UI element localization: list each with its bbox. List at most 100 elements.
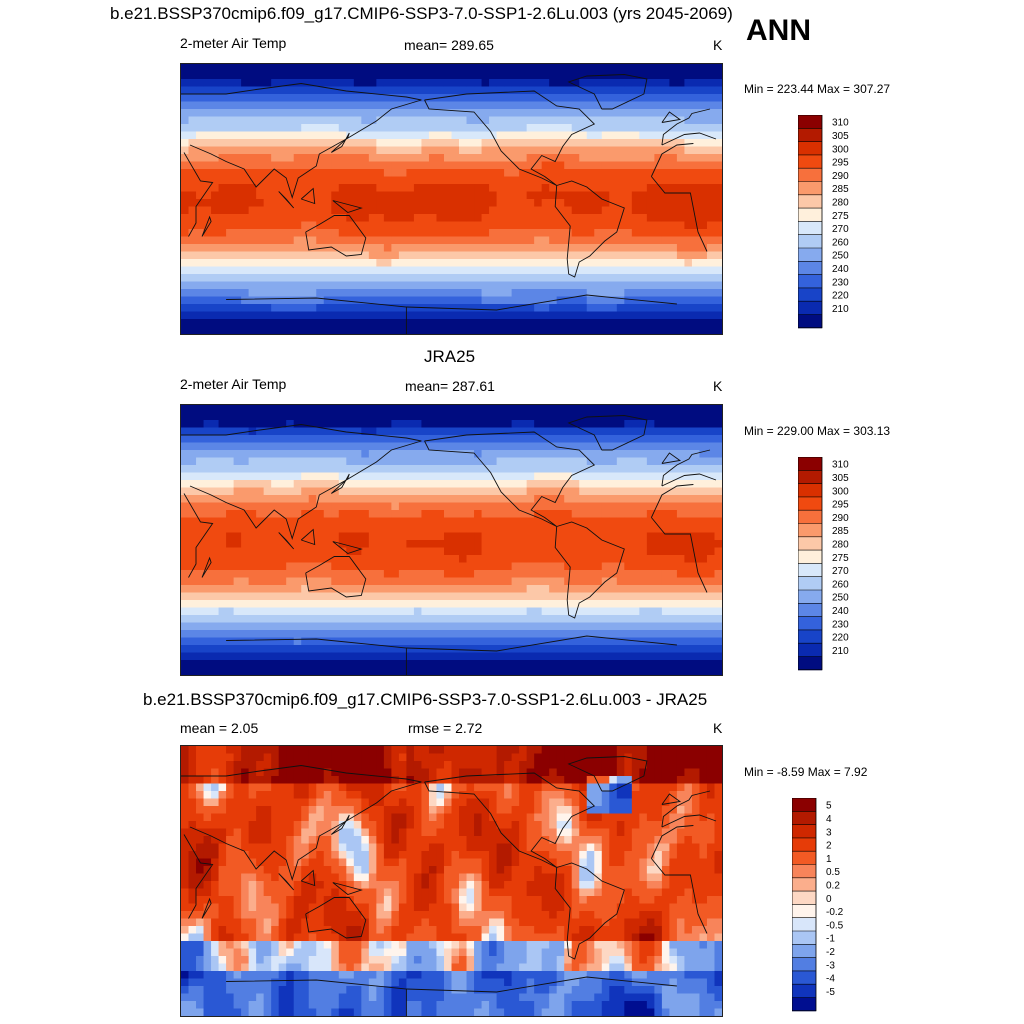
map-cell (676, 154, 686, 163)
map-cell (466, 266, 475, 275)
map-cell (579, 236, 588, 245)
map-cell (271, 615, 280, 624)
map-cell (496, 555, 505, 564)
map-cell (639, 214, 648, 223)
map-cell (504, 592, 513, 601)
map-cell (256, 139, 265, 148)
map-cell (286, 101, 295, 110)
map-cell (241, 221, 250, 230)
map-cell (428, 79, 438, 88)
map-cell (571, 637, 580, 646)
map-cell (474, 405, 483, 414)
map-cell (669, 480, 678, 489)
map-cell (271, 71, 280, 80)
map-cell (196, 405, 205, 414)
map-cell (376, 525, 385, 534)
map-cell (406, 64, 415, 73)
map-cell (436, 637, 445, 646)
map-cell (406, 139, 415, 148)
map-cell (489, 244, 498, 253)
map-cell (496, 562, 505, 571)
map-cell (654, 517, 663, 526)
map-cell (669, 176, 678, 185)
map-cell (323, 472, 332, 481)
map-cell (541, 296, 550, 305)
map-cell (361, 555, 370, 564)
map-cell (361, 79, 370, 88)
map-cell (624, 420, 633, 429)
map-cell (338, 412, 347, 421)
map-cell (504, 289, 513, 298)
map-cell (398, 244, 408, 253)
map-cell (338, 585, 347, 594)
map-cell (706, 274, 716, 283)
map-cell (368, 480, 377, 489)
map-cell (383, 420, 392, 429)
map-cell (383, 645, 392, 654)
map-cell (413, 570, 423, 579)
map-cell (691, 184, 701, 193)
map-cell (316, 176, 325, 185)
map-cell (466, 457, 475, 466)
map-cell (601, 480, 610, 489)
map-cell (684, 214, 693, 223)
map-cell (534, 176, 543, 185)
map-cell (196, 435, 205, 444)
map-cell (256, 435, 265, 444)
map-cell (218, 555, 227, 564)
map-cell (534, 86, 543, 95)
map-cell (383, 585, 392, 594)
map-cell (714, 71, 722, 80)
map-cell (586, 600, 595, 609)
map-cell (451, 101, 460, 110)
map-cell (481, 555, 490, 564)
map-cell (346, 517, 355, 526)
map-cell (391, 592, 400, 601)
map-cell (323, 622, 332, 631)
map-cell (564, 214, 573, 223)
map-cell (391, 221, 400, 230)
map-cell (624, 326, 633, 334)
map-cell (443, 169, 453, 178)
map-cell (669, 465, 678, 474)
map-cell (609, 592, 618, 601)
map-cell (233, 510, 242, 519)
map-cell (541, 510, 550, 519)
map-cell (271, 600, 280, 609)
map-cell (661, 472, 670, 481)
map-cell (391, 289, 400, 298)
map-cell (368, 124, 377, 133)
map-cell (361, 532, 370, 541)
map-cell (519, 236, 528, 245)
map-cell (226, 615, 235, 624)
map-cell (519, 525, 528, 534)
map-cell (361, 472, 370, 481)
map-cell (631, 251, 640, 260)
map-cell (586, 326, 595, 334)
map-cell (661, 487, 670, 496)
map-cell (331, 420, 340, 429)
map-cell (624, 206, 633, 215)
map-cell (564, 472, 573, 481)
map-cell (203, 607, 212, 616)
map-cell (218, 465, 227, 474)
map-cell (639, 472, 648, 481)
map-cell (196, 487, 205, 496)
map-cell (526, 146, 535, 155)
map-cell (466, 71, 475, 80)
map-cell (353, 94, 362, 103)
map-cell (293, 304, 302, 313)
map-cell (579, 274, 588, 283)
map-cell (586, 274, 595, 283)
map-cell (594, 176, 603, 185)
map-cell (368, 176, 377, 185)
map-cell (556, 607, 565, 616)
map-cell (398, 577, 408, 586)
map-cell (196, 214, 205, 223)
map-cell (534, 562, 543, 571)
map-cell (489, 101, 498, 110)
map-cell (181, 547, 190, 556)
map-cell (301, 600, 310, 609)
map-cell (248, 517, 257, 526)
map-cell (646, 71, 655, 80)
